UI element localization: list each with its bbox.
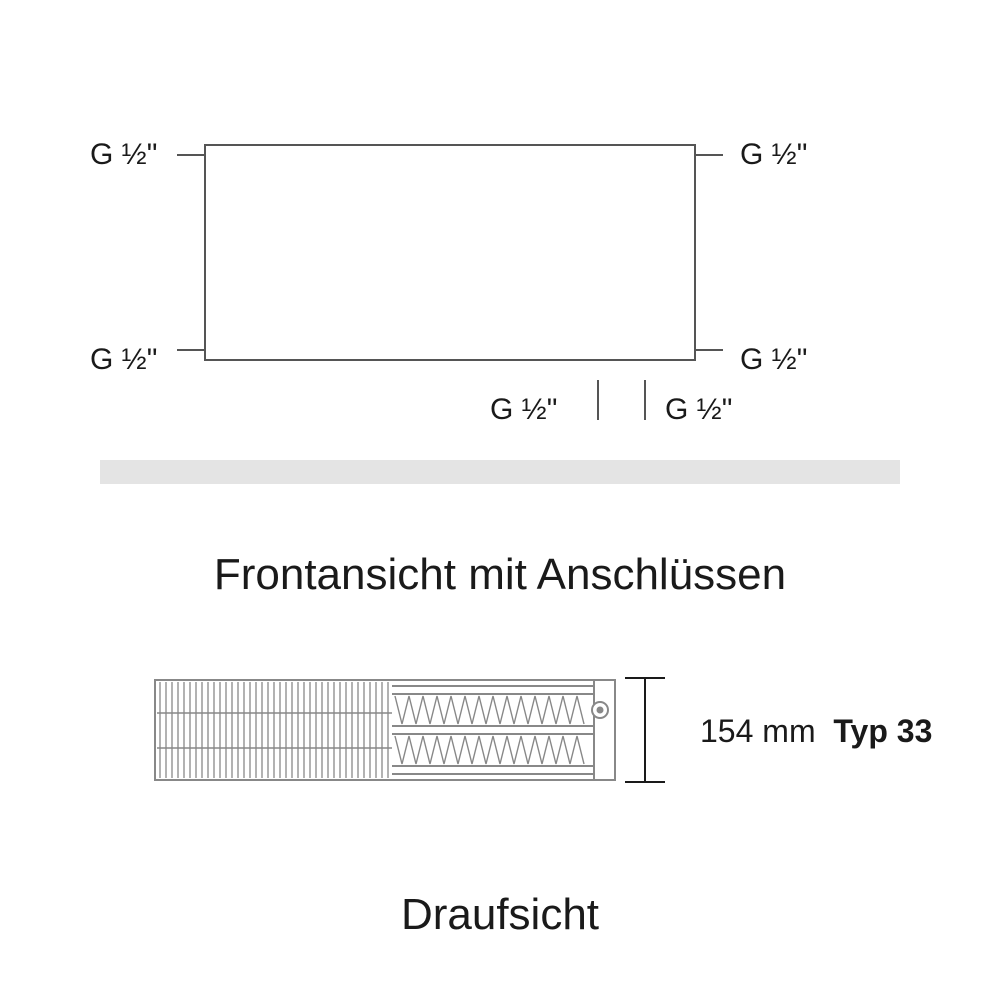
conn-label-under-right: G ½" [665, 395, 732, 425]
front-view-caption: Frontansicht mit Anschlüssen [0, 550, 1000, 600]
conn-label-under-left: G ½" [490, 395, 557, 425]
top-view-svg [0, 640, 1000, 900]
front-view-svg [0, 0, 1000, 520]
end-cap [594, 680, 615, 780]
conn-label-top-left: G ½" [90, 140, 157, 170]
conn-label-bottom-right: G ½" [740, 345, 807, 375]
type-label: Typ 33 [833, 713, 932, 749]
depth-label: 154 mm Typ 33 [700, 715, 932, 747]
vent-plug-center [597, 707, 604, 714]
conn-label-bottom-left: G ½" [90, 345, 157, 375]
radiator-body [205, 145, 695, 360]
conn-label-top-right: G ½" [740, 140, 807, 170]
floor-bar [100, 460, 900, 484]
top-view-caption: Draufsicht [0, 890, 1000, 940]
depth-value: 154 mm [700, 713, 816, 749]
depth-dimension [625, 678, 665, 782]
